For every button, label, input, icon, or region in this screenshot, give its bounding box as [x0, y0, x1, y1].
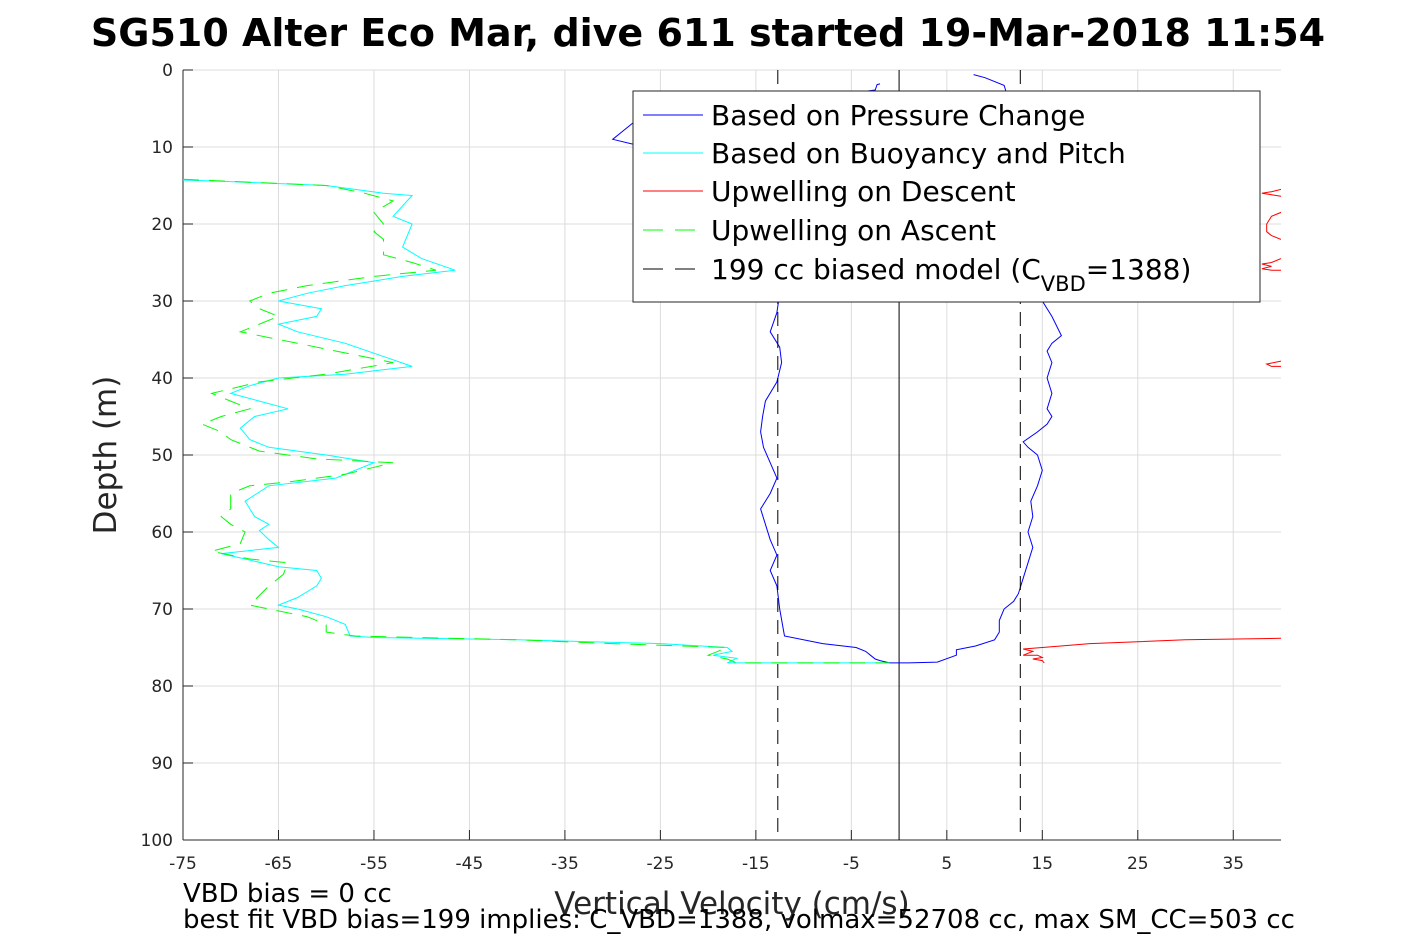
legend-model-tail: =1388) — [1086, 253, 1192, 286]
series-line-based-on-buoyancy-and-pitch — [183, 179, 890, 664]
y-tick-label: 70 — [151, 600, 173, 620]
y-tick-label: 0 — [162, 61, 173, 81]
x-tick-label: 25 — [1127, 854, 1149, 874]
x-axis-label: Vertical Velocity (cm/s) — [554, 886, 909, 922]
y-tick-label: 100 — [141, 831, 173, 851]
tick-labels: -75 -65 -55 -45 -35 -25 -15 -5 5 15 25 350102030405… — [141, 61, 1245, 874]
x-tick-label: 15 — [1031, 854, 1053, 874]
best-fit-note: best fit VBD bias=199 implies: C_VBD=138… — [183, 905, 1295, 935]
legend-label-descent: Upwelling on Descent — [711, 175, 1016, 208]
vbd-bias-note: VBD bias = 0 cc — [183, 879, 392, 909]
x-tick-label: -75 — [169, 854, 197, 874]
y-tick-label: 50 — [151, 446, 173, 466]
y-axis-label: Depth (m) — [88, 376, 124, 535]
y-tick-label: 80 — [151, 677, 173, 697]
axes-frame — [182, 69, 1281, 841]
x-tick-label: -15 — [742, 854, 770, 874]
series-line-upwelling-on-descent — [1261, 188, 1281, 197]
series-line-upwelling-on-descent — [1266, 211, 1281, 240]
x-tick-label: -65 — [265, 854, 293, 874]
legend-label-model: 199 cc biased model (CVBD=1388) — [711, 253, 1191, 296]
y-tick-label: 60 — [151, 523, 173, 543]
series-line-upwelling-on-descent — [1261, 258, 1281, 271]
series-line-upwelling-on-descent — [1265, 360, 1281, 367]
chart-title: SG510 Alter Eco Mar, dive 611 started 19… — [91, 11, 1325, 55]
legend-box — [632, 90, 1261, 303]
y-tick-label: 90 — [151, 754, 173, 774]
y-tick-label: 20 — [151, 215, 173, 235]
y-tick-label: 10 — [151, 138, 173, 158]
y-tick-label: 40 — [151, 369, 173, 389]
legend-model-main: 199 cc biased model (C — [711, 253, 1041, 286]
x-tick-label: 5 — [941, 854, 952, 874]
x-tick-label: -45 — [456, 854, 484, 874]
x-tick-label: -25 — [647, 854, 675, 874]
legend-model-sub: VBD — [1041, 272, 1086, 296]
y-tick-label: 30 — [151, 292, 173, 312]
legend-label-buoyancy: Based on Buoyancy and Pitch — [711, 137, 1126, 170]
legend-label-pressure: Based on Pressure Change — [711, 99, 1085, 132]
series-line-upwelling-on-descent — [1023, 637, 1281, 664]
x-tick-label: -5 — [843, 854, 860, 874]
x-tick-label: -35 — [551, 854, 579, 874]
x-tick-label: 35 — [1222, 854, 1244, 874]
x-tick-label: -55 — [360, 854, 388, 874]
legend: Based on Pressure Change Based on Buoyan… — [632, 90, 1261, 303]
legend-label-ascent: Upwelling on Ascent — [711, 214, 996, 247]
